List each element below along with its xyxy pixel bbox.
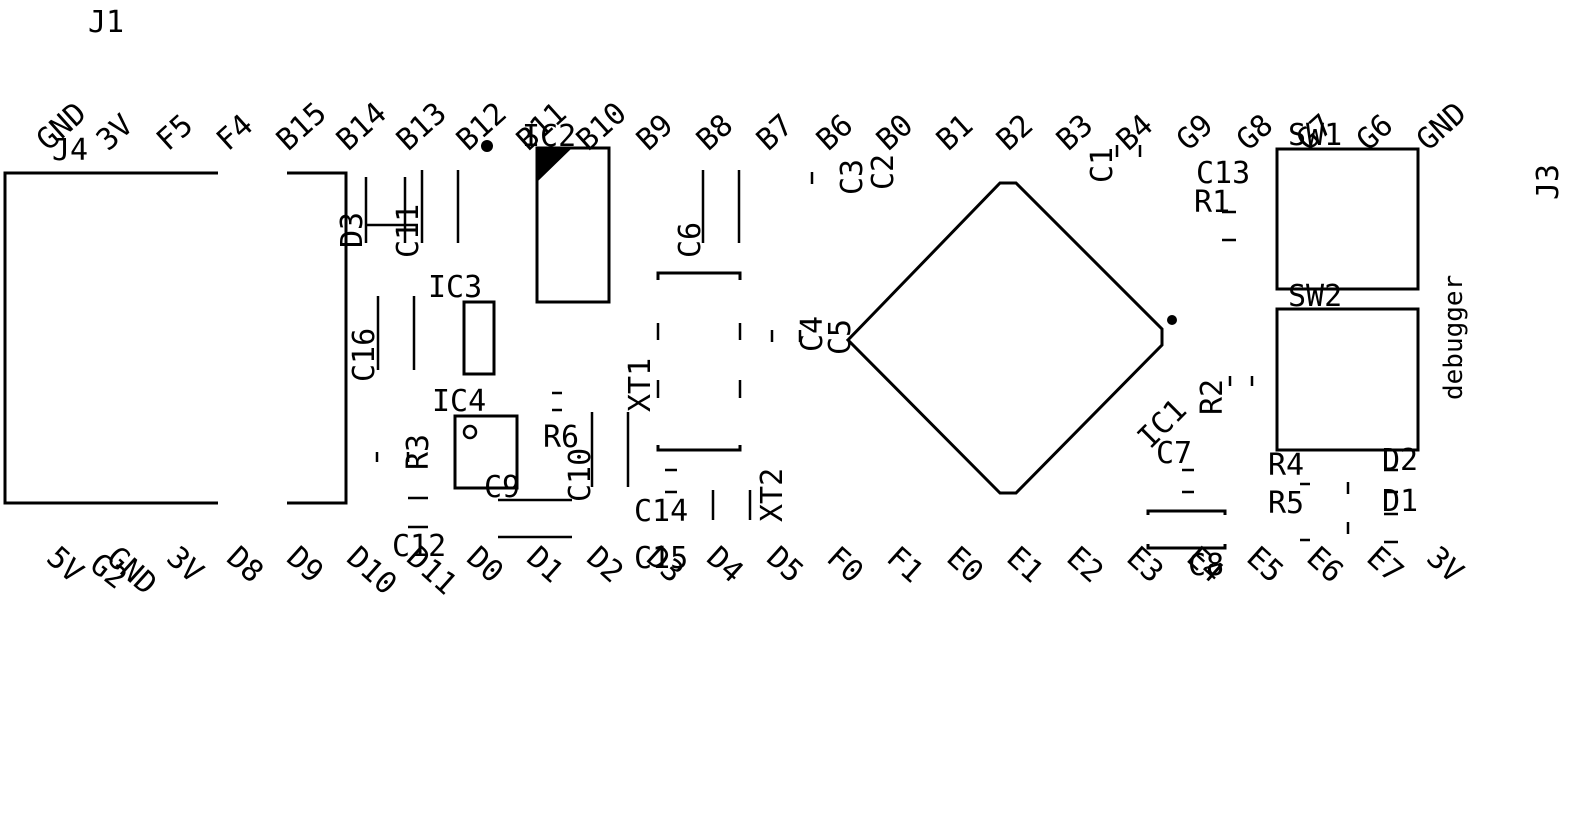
resistor-r1 [1222,210,1236,242]
capacitor-c14 [665,468,677,494]
capacitor-c9 [498,498,572,539]
bottom-pin-label: E5 [1240,540,1290,590]
capacitor-c11 [420,170,460,243]
bottom-pin-label: D9 [280,540,330,590]
label-ic3: IC3 [428,270,482,305]
label-c6: C6 [673,222,708,258]
label-c1: C1 [1085,147,1120,183]
top-pin-label: G9 [1170,108,1220,158]
label-c15: C15 [634,541,688,576]
capacitor-c4 [770,330,802,342]
bottom-pin-label: 3V [160,540,210,590]
label-c4: C4 [795,316,830,352]
bottom-pin-label: D0 [460,540,510,590]
label-r1: R1 [1194,185,1230,220]
label-c2: C2 [866,154,901,190]
label-sw2: SW2 [1288,279,1342,314]
bottom-pin-label: F0 [820,540,870,590]
capacitor-c7 [1182,468,1194,494]
label-ic4: IC4 [432,384,486,419]
label-c16: C16 [347,328,382,382]
top-pin-label: 3V [90,108,140,158]
label-c12: C12 [392,529,446,564]
label-c11: C11 [391,204,426,258]
capacitor-c6 [701,170,741,243]
label-sw1: SW1 [1288,118,1342,153]
top-pin-label: B2 [990,108,1040,158]
top-pin-label: B1 [930,108,980,158]
crystal-xt2 [711,490,752,520]
ic1-mcu-outline [845,181,1177,495]
crystal-xt1 [656,271,742,452]
top-pin-label: B7 [750,108,800,158]
resistor-r3 [375,452,410,462]
connector-j1-label: J1 [88,5,124,40]
bottom-pin-label: E2 [1060,540,1110,590]
label-r5: R5 [1268,486,1304,521]
bottom-pin-label: D8 [220,540,270,590]
bottom-pin-label: D1 [520,540,570,590]
bottom-pin-label: E1 [1000,540,1050,590]
label-xt2: XT2 [755,468,790,522]
top-pin-label: B9 [630,108,680,158]
label-c7: C7 [1156,436,1192,471]
bottom-pin-label: E6 [1300,540,1350,590]
usb-connector-j4 [3,171,348,505]
top-pin-label: F4 [210,108,260,158]
diode-d3 [364,177,418,243]
top-pin-label: G8 [1230,108,1280,158]
label-r2: R2 [1195,379,1230,415]
top-pin-label: B6 [810,108,860,158]
bottom-pin-label: 3V [1420,540,1470,590]
ic4-outline [453,414,519,490]
label-r6: R6 [543,420,579,455]
capacitor-c10 [590,412,630,487]
label-j4: J4 [52,133,88,168]
label-c14: C14 [634,494,688,529]
top-pin-label: B14 [330,96,394,158]
capacitor-c12 [408,496,428,529]
switch-sw1 [1275,147,1420,291]
bottom-pin-label: E7 [1360,540,1410,590]
switch-sw2 [1275,307,1420,452]
label-r4: R4 [1268,448,1304,483]
bottom-pin-label: D5 [760,540,810,590]
capacitor-c8 [1146,509,1227,550]
led-d1-d2 [1384,468,1398,544]
bottom-pin-label: F1 [880,540,930,590]
top-pin-label: F5 [150,108,200,158]
bottom-pin-label: 5V [40,540,90,590]
resistor-r4-r5 [1300,482,1350,542]
capacitor-c16 [376,296,416,370]
label-xt1: XT1 [623,358,658,412]
ic2-outline [481,140,611,304]
label-c9: C9 [484,470,520,505]
top-pin-label: B0 [870,108,920,158]
bottom-pin-label: E0 [940,540,990,590]
label-c8: C8 [1188,548,1224,583]
label-c10: C10 [563,448,598,502]
label-r3: R3 [401,434,436,470]
top-pin-label: B13 [390,96,454,158]
resistor-r2 [1228,376,1254,386]
bottom-pin-label: D4 [700,540,750,590]
label-debugger: debugger [1439,275,1469,400]
bottom-pin-label: D2 [580,540,630,590]
label-ic2: IC2 [522,119,576,154]
top-pin-label: B8 [690,108,740,158]
ic3-outline [462,300,496,376]
connector-j3-label: J3 [1531,164,1566,200]
label-d2: D2 [1382,443,1418,478]
top-pin-label: B15 [270,96,334,158]
label-c3: C3 [835,159,870,195]
label-d3: D3 [335,212,370,248]
capacitor-c1 [1115,145,1142,157]
resistor-r6 [552,391,562,412]
label-c13: C13 [1196,156,1250,191]
